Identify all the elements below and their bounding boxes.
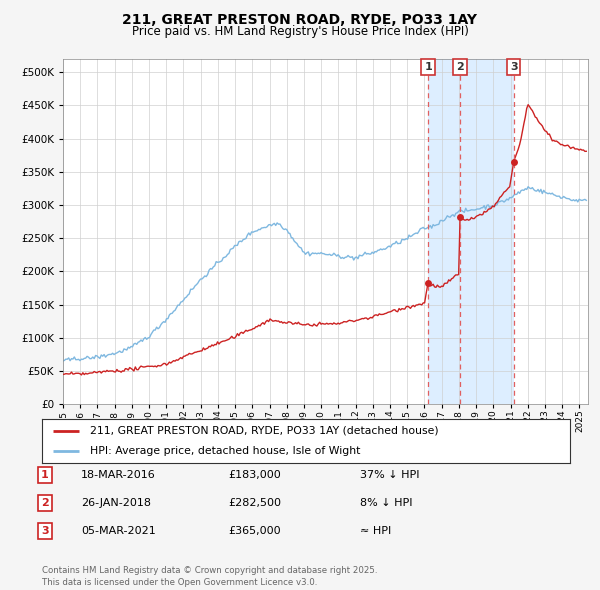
Text: 1: 1 xyxy=(41,470,49,480)
Text: Contains HM Land Registry data © Crown copyright and database right 2025.
This d: Contains HM Land Registry data © Crown c… xyxy=(42,566,377,587)
Text: 2: 2 xyxy=(456,62,464,72)
Bar xyxy=(460,59,514,404)
Text: Price paid vs. HM Land Registry's House Price Index (HPI): Price paid vs. HM Land Registry's House … xyxy=(131,25,469,38)
Text: 05-MAR-2021: 05-MAR-2021 xyxy=(81,526,156,536)
Text: 8% ↓ HPI: 8% ↓ HPI xyxy=(360,498,413,507)
Text: 1: 1 xyxy=(424,62,432,72)
Text: ≈ HPI: ≈ HPI xyxy=(360,526,391,536)
Bar xyxy=(428,59,460,404)
Text: £183,000: £183,000 xyxy=(228,470,281,480)
Text: 37% ↓ HPI: 37% ↓ HPI xyxy=(360,470,419,480)
Text: HPI: Average price, detached house, Isle of Wight: HPI: Average price, detached house, Isle… xyxy=(89,446,360,456)
Text: 26-JAN-2018: 26-JAN-2018 xyxy=(81,498,151,507)
Text: 3: 3 xyxy=(510,62,517,72)
Text: 211, GREAT PRESTON ROAD, RYDE, PO33 1AY: 211, GREAT PRESTON ROAD, RYDE, PO33 1AY xyxy=(122,13,478,27)
Text: 3: 3 xyxy=(41,526,49,536)
Text: 18-MAR-2016: 18-MAR-2016 xyxy=(81,470,156,480)
Text: 211, GREAT PRESTON ROAD, RYDE, PO33 1AY (detached house): 211, GREAT PRESTON ROAD, RYDE, PO33 1AY … xyxy=(89,426,438,436)
Text: 2: 2 xyxy=(41,498,49,507)
Text: £282,500: £282,500 xyxy=(228,498,281,507)
Text: £365,000: £365,000 xyxy=(228,526,281,536)
